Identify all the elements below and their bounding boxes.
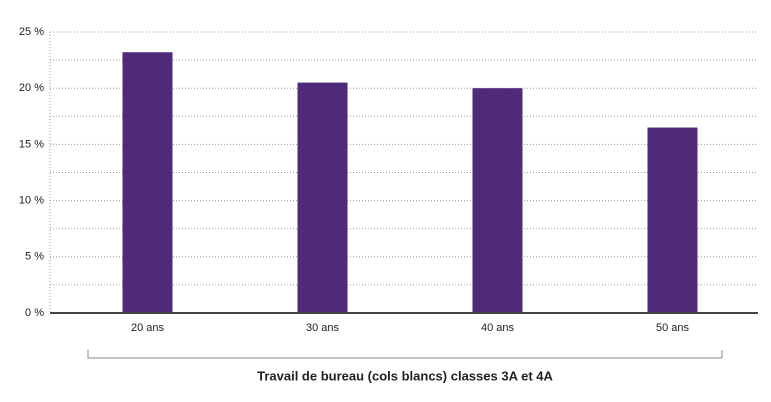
bar	[472, 88, 523, 313]
y-tick-label: 0 %	[25, 307, 44, 319]
x-tick-label: 30 ans	[306, 322, 340, 334]
y-tick-label: 25 %	[19, 26, 44, 38]
bar	[647, 127, 698, 313]
y-tick-label: 10 %	[19, 195, 44, 207]
x-tick-label: 20 ans	[131, 322, 165, 334]
y-tick-label: 5 %	[25, 251, 44, 263]
y-tick-label: 15 %	[19, 138, 44, 150]
x-bracket	[87, 350, 723, 359]
y-tick-label: 20 %	[19, 82, 44, 94]
x-axis-label: Travail de bureau (cols blancs) classes …	[257, 368, 553, 383]
x-tick-label: 40 ans	[481, 322, 515, 334]
bar	[122, 52, 173, 314]
x-tick-label: 50 ans	[656, 322, 690, 334]
bar	[297, 82, 348, 313]
